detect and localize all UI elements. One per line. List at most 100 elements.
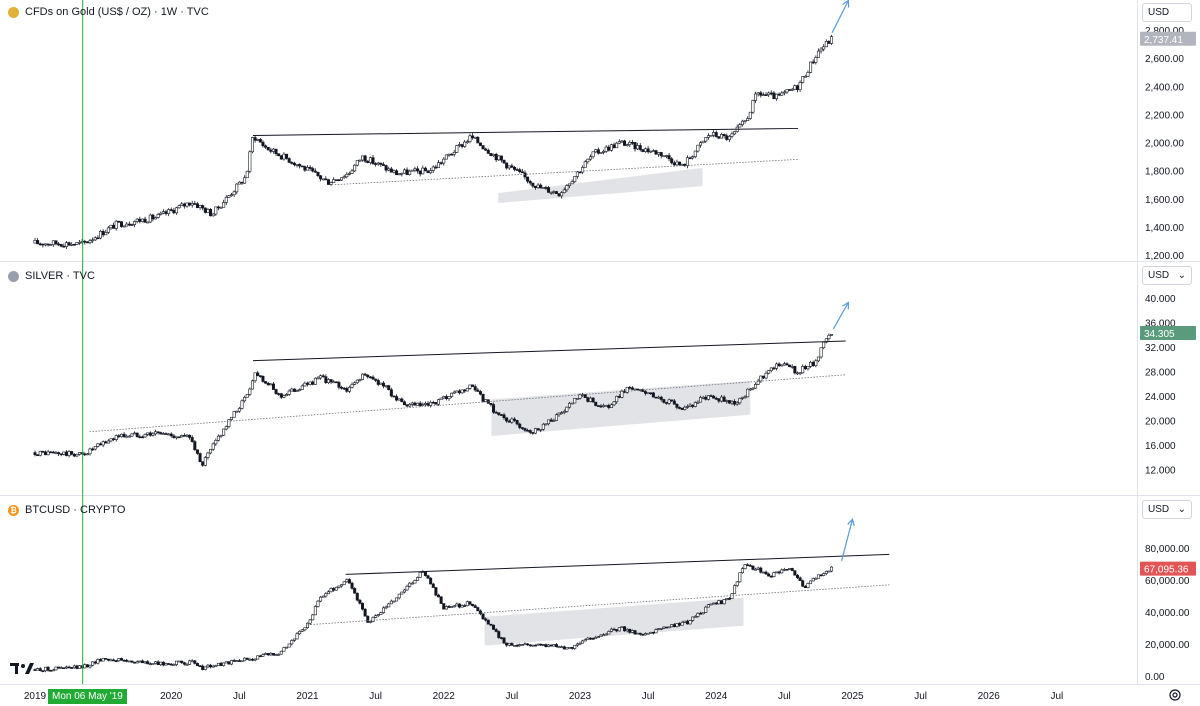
gold-candle-body <box>384 165 388 171</box>
gold-candle-body <box>381 164 385 166</box>
gold-candle-body <box>816 50 820 58</box>
gold-candle-body <box>581 167 585 173</box>
btc-candle-body <box>408 582 412 587</box>
btc-candle-body <box>775 571 779 574</box>
btc-candle-body <box>326 591 330 595</box>
btc-candle-body <box>203 666 207 670</box>
silver-candle-body <box>161 433 165 435</box>
silver-candle-body <box>287 390 291 395</box>
gold-candle-body <box>83 240 87 243</box>
gold-candle-body <box>444 154 448 160</box>
gold-currency-button[interactable]: USD <box>1142 3 1192 22</box>
x-tick-label: Jul <box>1050 691 1063 702</box>
btc-candle-body <box>633 630 637 635</box>
gold-candle-body <box>334 179 338 181</box>
silver-candle-body <box>106 440 110 444</box>
btc-candle-body <box>777 571 781 574</box>
gold-candle-body <box>49 244 53 246</box>
gold-candle-body <box>685 157 689 166</box>
silver-currency-button[interactable]: USD ⌄ <box>1142 266 1192 285</box>
gold-candle-body <box>819 48 823 52</box>
gold-candle-body <box>413 168 417 171</box>
gold-candle-body <box>452 152 456 155</box>
btc-candle-body <box>300 629 304 632</box>
silver-candle-body <box>271 383 275 390</box>
btc-candle-body <box>609 628 613 632</box>
btc-candle-body <box>172 664 176 666</box>
gold-candle-body <box>112 224 116 229</box>
gold-y-tick-label: 2,600.00 <box>1145 54 1184 65</box>
silver-candle-body <box>353 382 357 385</box>
gold-candle-body <box>36 240 40 245</box>
gold-candle-body <box>641 149 645 152</box>
silver-candle-body <box>780 364 784 367</box>
btc-candle-body <box>337 585 341 588</box>
silver-candle-body <box>206 452 210 458</box>
gold-candle-body <box>628 141 632 145</box>
bitcoin-symbol-icon: ₿ <box>8 504 19 516</box>
btc-candle-body <box>444 606 448 610</box>
btc-candle-body <box>612 628 616 631</box>
btc-candle-body <box>67 666 71 669</box>
gold-candle-body <box>738 124 742 128</box>
btc-candle-body <box>201 665 205 670</box>
gold-candle-body <box>497 155 501 161</box>
silver-candle-body <box>358 379 362 381</box>
btc-candle-body <box>591 638 595 640</box>
silver-candle-body <box>49 451 53 454</box>
silver-candle-body <box>405 404 409 407</box>
silver-candle-body <box>59 453 63 456</box>
gold-candle-body <box>340 177 344 181</box>
silver-candle-body <box>138 436 142 438</box>
gold-candle-body <box>471 135 475 139</box>
gold-candle-body <box>536 184 540 189</box>
gold-candle-body <box>159 212 163 215</box>
tradingview-logo-icon[interactable] <box>10 661 36 675</box>
silver-candle-body <box>505 417 509 422</box>
silver-candle-body <box>201 461 205 466</box>
gear-icon[interactable] <box>1168 688 1182 702</box>
x-tick-label: 2019 <box>24 691 47 702</box>
btc-candle-body <box>85 664 89 668</box>
silver-candle-body <box>795 372 799 375</box>
gold-candle-body <box>329 182 333 185</box>
gold-candle-body <box>502 159 506 164</box>
silver-y-tick-label: 24.000 <box>1145 392 1176 403</box>
silver-candle-body <box>410 402 414 405</box>
gold-candle-body <box>151 214 155 220</box>
btc-candle-body <box>772 572 776 577</box>
btc-candle-body <box>253 658 257 661</box>
gold-candle-body <box>672 162 676 166</box>
gold-candle-body <box>88 240 92 243</box>
btc-candle-body <box>345 579 349 583</box>
silver-panel-label: SILVER · TVC <box>8 270 95 282</box>
gold-candle-body <box>455 145 459 153</box>
btc-candle-body <box>704 606 708 613</box>
btc-candle-body <box>688 620 692 625</box>
silver-candle-body <box>654 396 658 399</box>
silver-candle-body <box>515 420 519 425</box>
gold-candle-body <box>434 166 438 169</box>
silver-candle-body <box>177 436 181 439</box>
gold-candle-body <box>287 158 291 163</box>
btc-candle-body <box>709 603 713 606</box>
gold-y-tick-label: 2,000.00 <box>1145 139 1184 150</box>
gold-candle-body <box>379 162 383 165</box>
gold-candle-body <box>565 185 569 191</box>
gold-candle-body <box>664 155 668 157</box>
gold-candle-body <box>303 166 307 171</box>
gold-candle-body <box>198 205 202 208</box>
btc-candle-body <box>526 643 530 646</box>
btc-candle-body <box>581 640 585 644</box>
btc-currency-button[interactable]: USD ⌄ <box>1142 500 1192 519</box>
silver-candle-body <box>568 402 572 408</box>
btc-candle-body <box>646 632 650 635</box>
silver-candle-body <box>612 401 616 406</box>
btc-candle-body <box>274 654 278 657</box>
btc-candle-body <box>641 634 645 636</box>
silver-candle-body <box>457 390 461 394</box>
btc-candle-body <box>523 643 527 646</box>
gold-candle-body <box>405 169 409 175</box>
silver-candle-body <box>591 397 595 403</box>
